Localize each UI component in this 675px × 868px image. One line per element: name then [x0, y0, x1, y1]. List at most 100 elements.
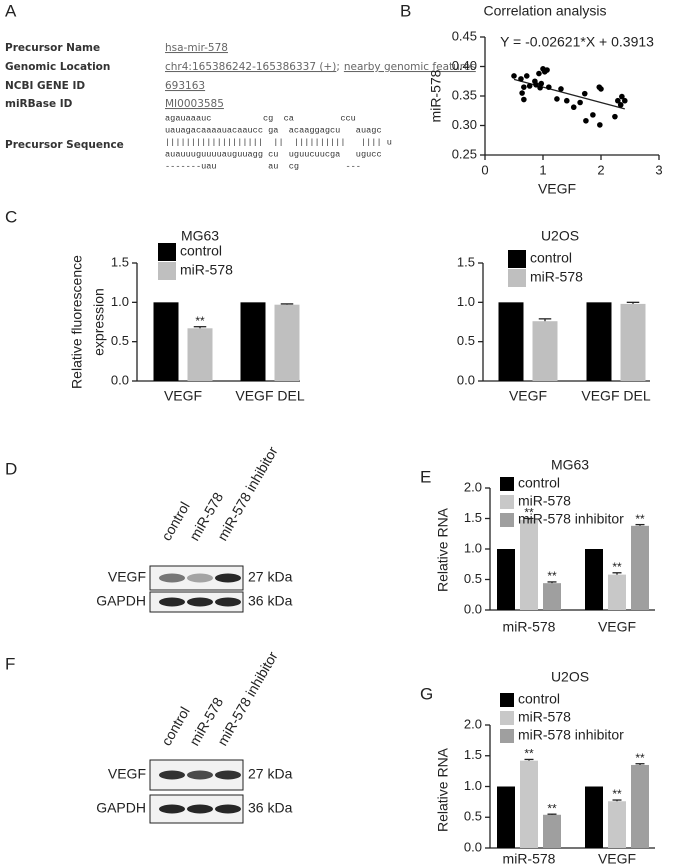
panel-letter: B [400, 1, 411, 20]
legend-label: control [180, 243, 222, 259]
error-bar [635, 523, 645, 526]
x-axis-label: VEGF [538, 181, 576, 197]
size-label: 36 kDa [248, 800, 293, 816]
field-label: miRBase ID [5, 98, 73, 110]
lane-label: miR-578 inhibitor [214, 443, 281, 543]
y-tick-label: 2.0 [464, 479, 482, 494]
y-axis-label: Relative RNA [435, 507, 451, 592]
field-label: NCBI GENE ID [5, 80, 85, 92]
legend-swatch [500, 711, 514, 725]
point [518, 76, 524, 82]
band [187, 573, 213, 583]
band [215, 804, 241, 814]
panel-letter: F [5, 654, 15, 673]
y-tick-label: 1.5 [111, 254, 129, 269]
fit-line [513, 78, 625, 110]
bar [532, 321, 558, 381]
y-tick-label: 0.5 [464, 571, 482, 586]
band [187, 597, 213, 607]
band [215, 573, 241, 583]
legend-label: miR-578 [518, 493, 571, 509]
sequence-line: uauagacaaaauacaaucc ga acaaggagcu auagc [165, 125, 382, 135]
protein-label: VEGF [108, 569, 146, 585]
bar [585, 549, 603, 610]
significance: ** [612, 560, 622, 574]
point [519, 90, 525, 96]
y-tick-label: 1.0 [111, 294, 129, 309]
bar [187, 328, 213, 381]
significance: ** [524, 747, 534, 761]
legend-swatch [500, 729, 514, 743]
field-link[interactable]: MI0003585 [165, 98, 224, 110]
bar [153, 302, 179, 381]
bar [631, 525, 649, 610]
equation: Y = -0.02621*X + 0.3913 [500, 34, 654, 50]
y-axis-label: expression [91, 288, 107, 356]
y-tick-label: 0.0 [464, 601, 482, 616]
x-tick-label: VEGF DEL [581, 388, 650, 404]
band [159, 573, 185, 583]
sequence-line: -------uau au cg --- [165, 161, 361, 171]
point [621, 97, 628, 104]
bar [543, 583, 561, 610]
legend-label: miR-578 [180, 262, 233, 278]
error-bar [524, 758, 534, 761]
bar [240, 302, 266, 381]
x-tick-label: 2 [597, 162, 604, 177]
legend-label: control [530, 250, 572, 266]
band [215, 770, 241, 780]
bar [631, 764, 649, 848]
size-label: 27 kDa [248, 569, 293, 585]
point [583, 117, 589, 124]
error-bar [524, 517, 534, 520]
field-link[interactable]: hsa-mir-578 [165, 42, 228, 54]
x-tick-label: VEGF [598, 851, 636, 867]
chart-title: Correlation analysis [484, 3, 607, 19]
field-link[interactable]: nearby genomic features [344, 61, 476, 73]
point [612, 113, 618, 120]
significance: ** [195, 314, 205, 328]
bar [520, 519, 538, 610]
panel-letter: G [420, 684, 433, 703]
size-label: 36 kDa [248, 593, 293, 609]
error-bar [547, 581, 557, 584]
bar [498, 302, 524, 381]
point [597, 122, 603, 128]
panel-letter: C [5, 207, 17, 226]
error-bar [612, 799, 622, 802]
point [521, 96, 527, 103]
panel-letter: E [420, 467, 431, 486]
bar [608, 801, 626, 848]
legend-swatch [158, 262, 176, 280]
band [159, 770, 185, 780]
bar [586, 302, 612, 381]
significance: ** [524, 506, 534, 520]
y-axis-label: miR-578 [428, 69, 444, 122]
bar [497, 786, 515, 848]
band [187, 770, 213, 780]
bar [543, 814, 561, 848]
y-tick-label: 0.5 [111, 333, 129, 348]
x-tick-label: VEGF [598, 619, 636, 635]
legend-swatch [508, 269, 526, 287]
x-tick-label: miR-578 [503, 851, 556, 867]
sequence-line: agauaaauc cg ca ccu [165, 113, 356, 123]
y-axis-label: Relative RNA [435, 747, 451, 832]
point [570, 104, 577, 111]
legend-label: control [518, 691, 560, 707]
point [533, 81, 539, 88]
y-tick-label: 0.35 [452, 87, 477, 102]
error-bar [547, 813, 557, 815]
x-tick-label: 3 [655, 162, 662, 177]
bar [274, 304, 300, 381]
bar [585, 786, 603, 848]
legend-swatch [500, 693, 514, 707]
sequence-line: auauuuguuuuauguuagg cu uguucuucga ugucc [165, 149, 382, 159]
y-tick-label: 1.0 [464, 540, 482, 555]
field-label: Genomic Location [5, 61, 110, 73]
field-link[interactable]: chr4:165386242-165386337 (+) [165, 61, 336, 73]
point [544, 67, 550, 73]
field-link[interactable]: 693163 [165, 80, 205, 92]
error-bar [635, 763, 645, 765]
